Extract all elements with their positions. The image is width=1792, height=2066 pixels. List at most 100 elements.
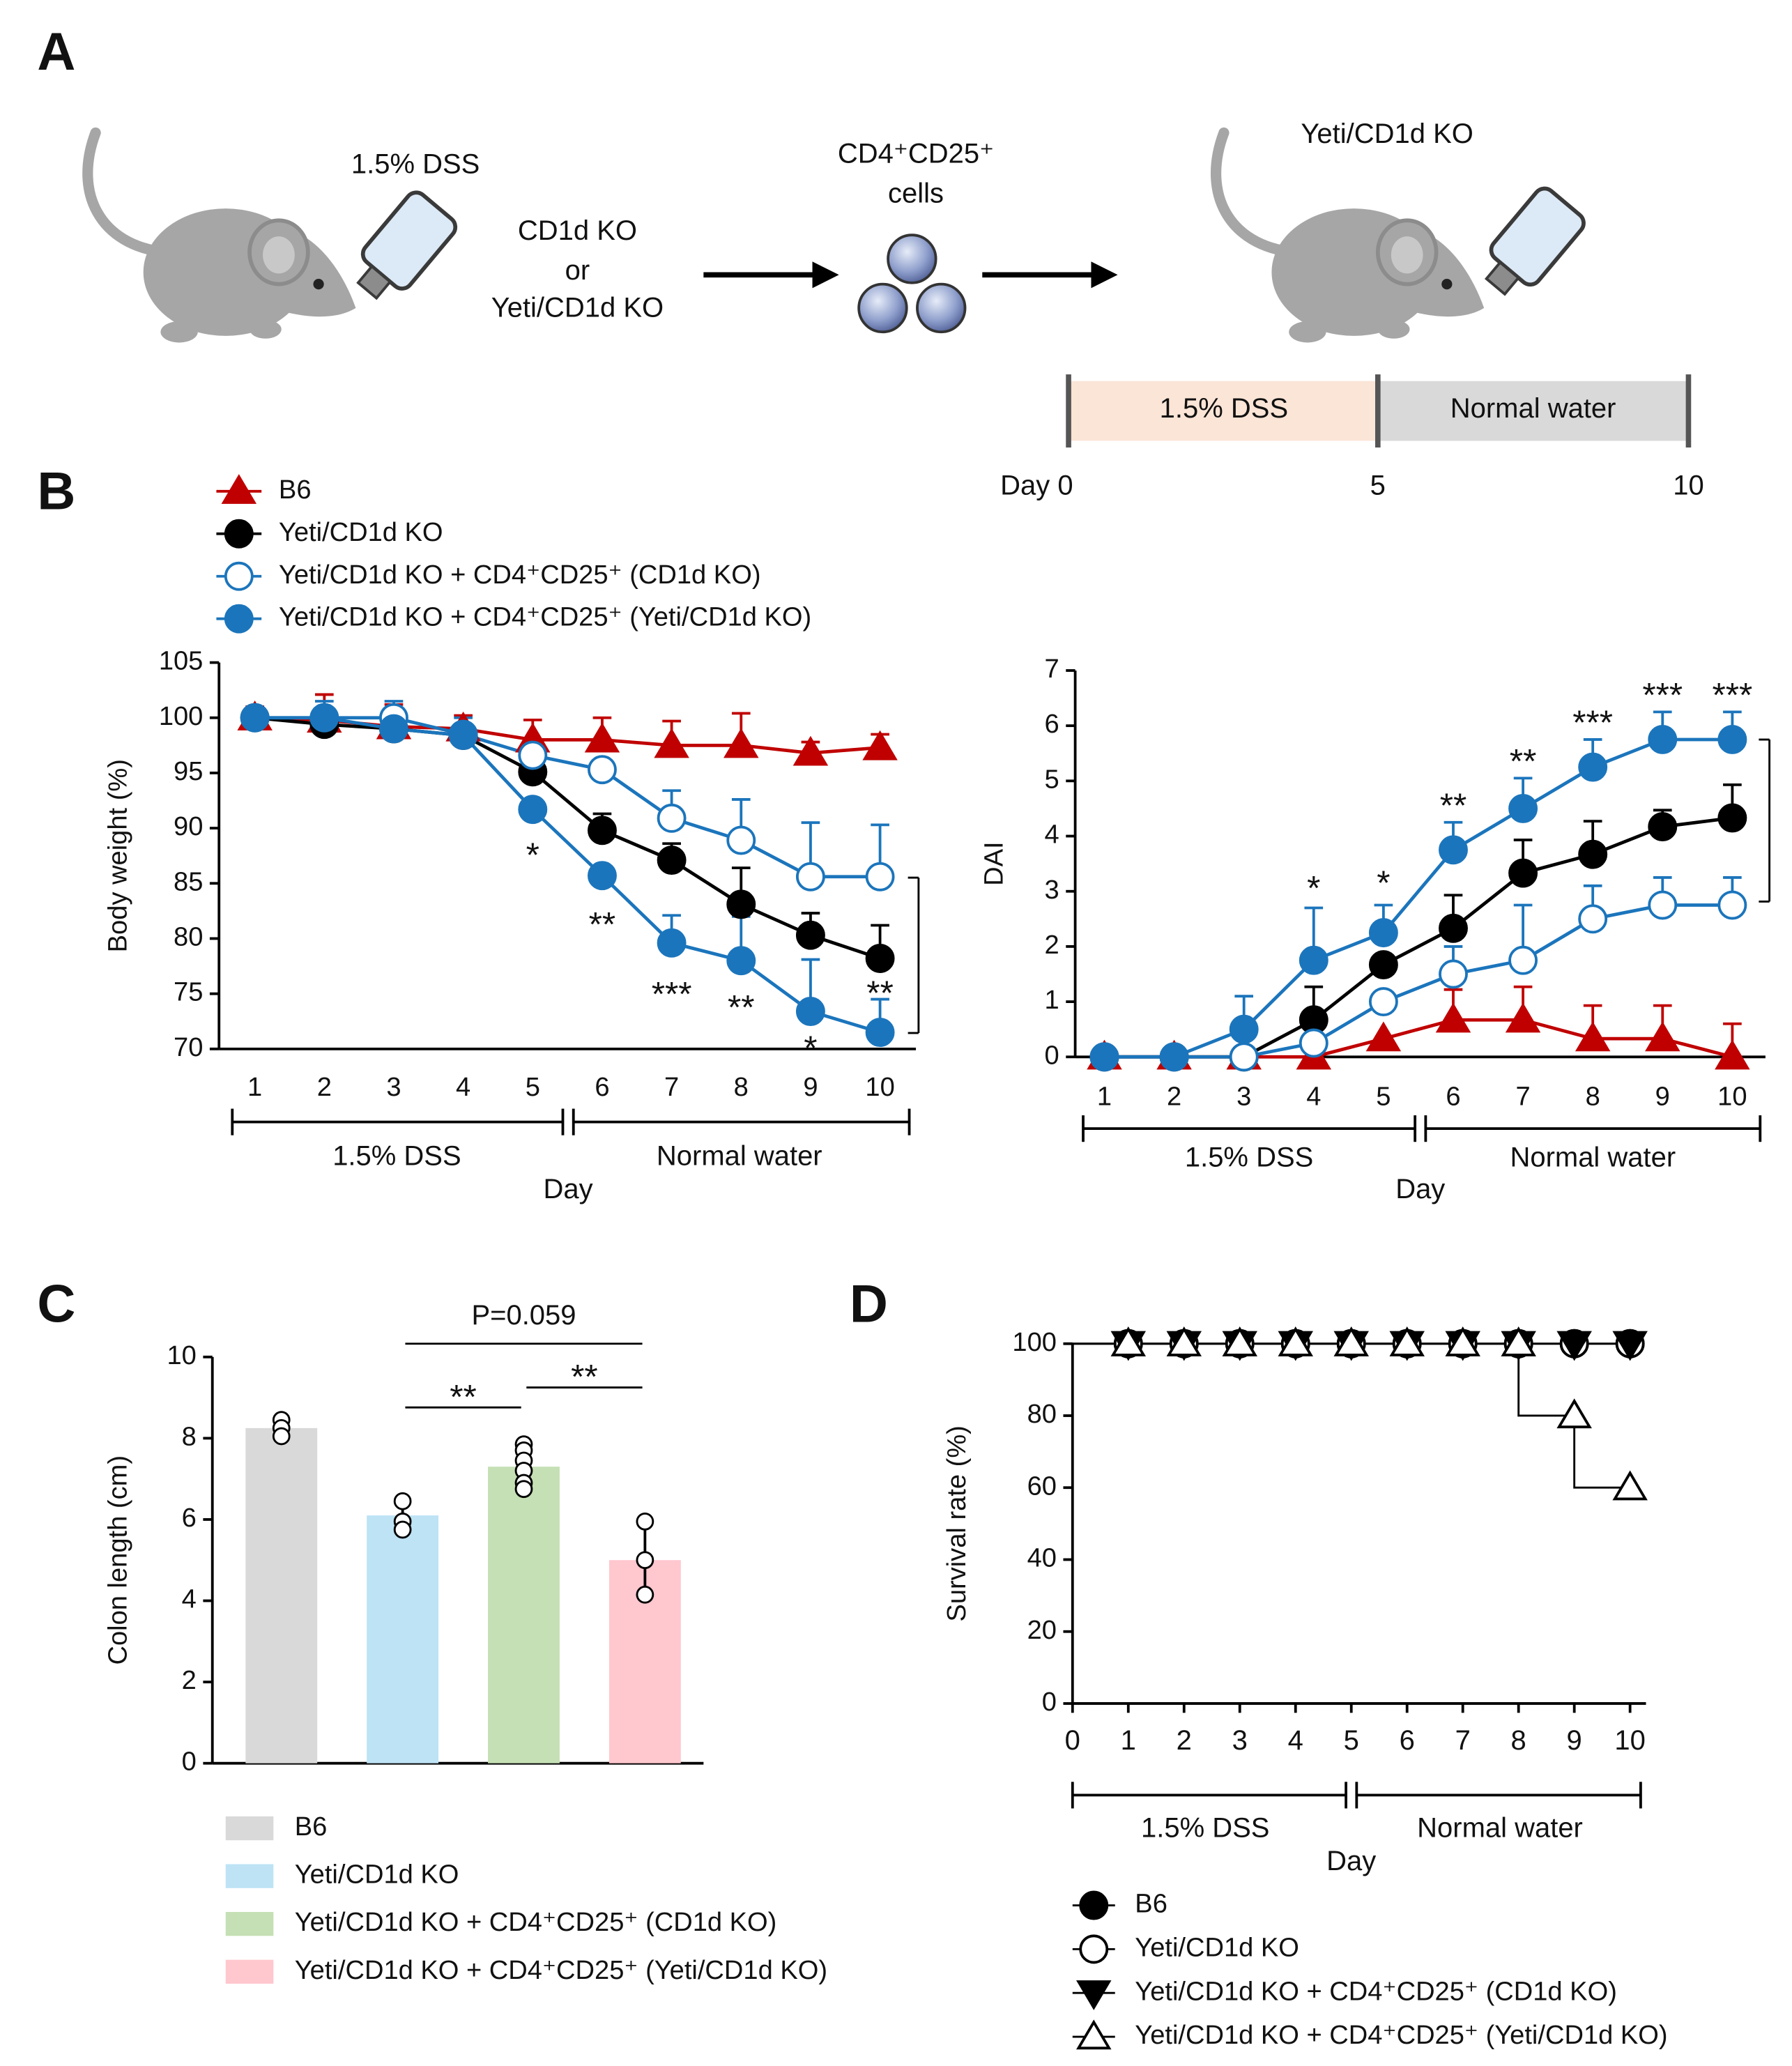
data-point <box>1278 1326 1313 1356</box>
significance: * <box>1307 869 1320 908</box>
legend-marker <box>1076 2019 1112 2050</box>
cells-label: CD4⁺CD25⁺ <box>838 138 994 169</box>
significance: *** <box>652 975 692 1013</box>
data-point <box>1439 913 1468 943</box>
panel-label: A <box>37 22 75 82</box>
data-point <box>1508 858 1538 888</box>
data-point <box>1229 1042 1259 1072</box>
legend-label: Yeti/CD1d KO + CD4⁺CD25⁺ (CD1d KO) <box>295 1908 777 1937</box>
y-tick-label: 0 <box>1045 1041 1059 1070</box>
x-tick-label: 8 <box>734 1073 749 1102</box>
x-axis-label: Day <box>1326 1846 1376 1876</box>
panel-label: B <box>37 462 75 521</box>
survival-step <box>1573 1415 1630 1489</box>
data-point <box>379 714 408 744</box>
data-point <box>448 721 478 751</box>
y-tick-label: 2 <box>1045 931 1059 960</box>
data-point <box>1159 1042 1189 1072</box>
legend-label: B6 <box>295 1812 328 1842</box>
timeline-day: 5 <box>1370 470 1386 501</box>
data-point <box>1556 1398 1592 1429</box>
comparison-label: P=0.059 <box>471 1300 576 1331</box>
donor-label: CD1d KO <box>518 215 637 246</box>
data-point <box>1333 1326 1369 1356</box>
significance: *** <box>1642 676 1683 714</box>
timeline-day: Day 0 <box>1000 470 1073 501</box>
x-tick-label: 1 <box>1097 1082 1112 1111</box>
significance: ** <box>728 988 755 1027</box>
data-point <box>1612 1470 1648 1501</box>
data-point <box>654 728 689 758</box>
x-tick-label: 3 <box>1232 1725 1248 1756</box>
data-point <box>1368 987 1398 1017</box>
bar <box>245 1428 318 1763</box>
data-point <box>1508 793 1538 823</box>
cell-icon <box>857 282 908 334</box>
y-axis-label: DAI <box>979 841 1009 885</box>
legend-swatch <box>225 1816 274 1841</box>
series-line <box>1104 737 1733 1059</box>
y-axis-label: Body weight (%) <box>103 759 132 952</box>
data-point <box>657 845 687 875</box>
x-tick-label: 1 <box>247 1073 262 1102</box>
y-tick-label: 20 <box>1027 1616 1057 1645</box>
x-tick-label: 10 <box>1717 1082 1747 1111</box>
data-point <box>1645 1021 1680 1052</box>
data-point <box>1648 812 1678 842</box>
y-tick-label: 90 <box>174 812 203 841</box>
x-tick-label: 7 <box>1515 1082 1530 1111</box>
legend-label: Yeti/CD1d KO <box>1135 1933 1299 1962</box>
x-tick-label: 7 <box>664 1073 679 1102</box>
y-tick-label: 5 <box>1045 765 1059 794</box>
data-point <box>795 862 825 892</box>
legend-marker <box>1079 1890 1109 1920</box>
mouse-icon <box>1216 132 1485 342</box>
timeline-dss <box>1069 381 1378 441</box>
y-tick-label: 0 <box>1042 1688 1057 1717</box>
y-tick-label: 60 <box>1027 1471 1057 1501</box>
data-point <box>1299 945 1328 975</box>
phase-label: Normal water <box>1510 1142 1676 1173</box>
data-point <box>1578 839 1608 869</box>
significance: ** <box>1510 742 1537 781</box>
x-tick-label: 2 <box>1167 1082 1181 1111</box>
phase-label: 1.5% DSS <box>1141 1812 1269 1843</box>
data-point <box>1556 1331 1592 1361</box>
legend-marker <box>224 604 254 634</box>
data-point <box>1368 918 1398 948</box>
series-line <box>1104 1018 1733 1059</box>
y-tick-label: 105 <box>159 647 204 676</box>
data-point <box>1435 1002 1471 1033</box>
panel-label: C <box>37 1274 75 1333</box>
legend-label: Yeti/CD1d KO + CD4⁺CD25⁺ (Yeti/CD1d KO) <box>1135 2021 1667 2050</box>
legend-marker <box>224 561 254 591</box>
y-tick-label: 1 <box>1045 986 1059 1015</box>
y-tick-label: 70 <box>174 1033 203 1062</box>
panel-label: D <box>850 1274 888 1333</box>
data-point <box>1575 1021 1611 1052</box>
y-tick-label: 80 <box>174 923 203 952</box>
cell-icon <box>916 282 967 334</box>
x-tick-label: 6 <box>595 1073 609 1102</box>
series-line <box>254 716 880 879</box>
legend-label: Yeti/CD1d KO <box>279 518 443 547</box>
data-point <box>726 889 756 919</box>
x-tick-label: 3 <box>386 1073 401 1102</box>
data-point <box>636 1585 654 1604</box>
series-line <box>1104 816 1733 1059</box>
data-point <box>1439 959 1468 989</box>
survival-step <box>1517 1343 1575 1417</box>
legend-label: Yeti/CD1d KO + CD4⁺CD25⁺ (CD1d KO) <box>1135 1977 1617 2006</box>
x-tick-label: 6 <box>1446 1082 1460 1111</box>
data-point <box>865 944 895 973</box>
x-tick-label: 6 <box>1400 1725 1415 1756</box>
data-point <box>795 997 825 1026</box>
legend-marker <box>221 474 257 504</box>
data-point <box>1299 1028 1328 1058</box>
legend-label: B6 <box>279 475 312 505</box>
donor-label: or <box>565 255 590 286</box>
y-tick-label: 100 <box>159 702 204 731</box>
series-line <box>1104 903 1733 1059</box>
phase-label: Normal water <box>657 1141 822 1172</box>
